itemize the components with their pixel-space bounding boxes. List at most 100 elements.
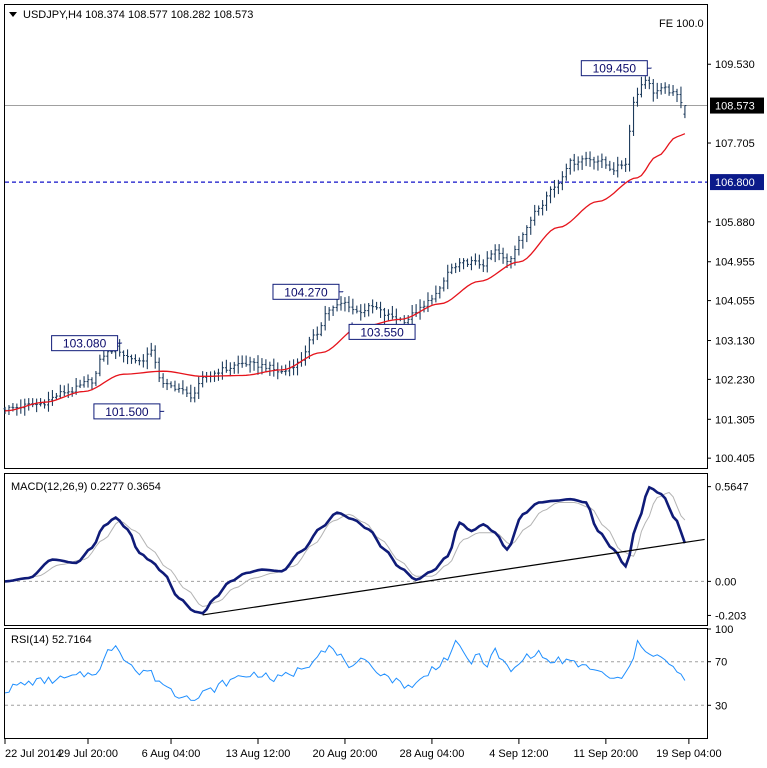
ohlc-bar [173, 380, 177, 392]
ohlc-bar [537, 205, 541, 216]
ohlc-bar [600, 153, 604, 169]
ohlc-bar [331, 305, 335, 316]
annotation-label: 104.270 [284, 285, 328, 299]
ohlc-bar [533, 204, 537, 226]
ohlc-bar [181, 380, 185, 395]
ohlc-bar [185, 386, 189, 397]
ohlc-bar [264, 359, 268, 373]
time-axis-label: 19 Sep 04:00 [656, 748, 721, 760]
ohlc-bar [118, 339, 122, 357]
ohlc-bar [612, 162, 616, 175]
ohlc-bar [311, 329, 315, 345]
ohlc-bar [197, 376, 201, 400]
ohlc-bar [545, 191, 549, 211]
ohlc-bar [169, 381, 173, 389]
ohlc-bar [359, 304, 363, 321]
ohlc-bar [450, 263, 454, 275]
ohlc-bar [632, 96, 636, 136]
time-axis-label: 28 Aug 04:00 [400, 748, 465, 760]
ohlc-bar [556, 179, 560, 195]
price-axis-label: 107.705 [715, 138, 755, 150]
ohlc-bar [675, 88, 679, 103]
ohlc-bar [430, 294, 434, 305]
time-axis-label: 20 Aug 20:00 [313, 748, 378, 760]
price-annotation: 101.500 [93, 403, 165, 420]
ohlc-bar [628, 124, 632, 172]
ohlc-bar [371, 299, 375, 314]
ohlc-bar [347, 296, 351, 313]
ohlc-bar [260, 358, 264, 375]
ohlc-bar [78, 379, 82, 389]
ohlc-bar [220, 361, 224, 380]
ohlc-bar [43, 399, 47, 409]
annotation-box [272, 283, 340, 300]
rsi-axis-label: 100 [715, 624, 733, 636]
macd-layer [4, 485, 707, 616]
time-axis-label: 11 Sep 20:00 [574, 748, 639, 760]
ohlc-bar [161, 373, 165, 388]
ohlc-bar [485, 251, 489, 273]
ohlc-bar [315, 326, 319, 341]
ohlc-bar [564, 163, 568, 181]
price-axis-label: 100.405 [715, 453, 755, 465]
ohlc-bar [517, 235, 521, 256]
ohlc-bar [635, 87, 639, 107]
ohlc-bar [375, 301, 379, 310]
ohlc-bar [501, 247, 505, 264]
ohlc-bar [35, 398, 39, 413]
ohlc-bar [367, 303, 371, 317]
annotation-label: 109.450 [593, 62, 637, 76]
ohlc-bar [580, 155, 584, 170]
ohlc-bar [137, 357, 141, 366]
price-axis-label: 109.530 [715, 59, 755, 71]
price-annotation: 104.270 [272, 283, 344, 300]
time-axis-label: 22 Jul 2014 [5, 748, 62, 760]
ohlc-bar [608, 160, 612, 172]
macd-axis-label: 0.00 [715, 576, 736, 588]
price-axis-tag-label: 108.573 [715, 101, 755, 113]
ohlc-bar [422, 300, 426, 313]
ohlc-bar [525, 225, 529, 243]
ohlc-bar [27, 398, 31, 411]
ohlc-bar [54, 392, 58, 401]
symbol-menu-triangle-icon[interactable] [9, 12, 17, 17]
symbol-ohlc-header: USDJPY,H4 108.374 108.577 108.282 108.57… [23, 9, 253, 21]
ohlc-bar [94, 370, 98, 387]
ohlc-bar [466, 258, 470, 267]
ohlc-bar [307, 336, 311, 360]
ohlc-bar [655, 82, 659, 99]
ohlc-bar [339, 296, 343, 311]
ohlc-bar [521, 232, 525, 249]
annotation-label: 103.080 [63, 337, 107, 351]
ohlc-bar [141, 354, 145, 368]
annotation-label: 103.550 [360, 325, 404, 339]
price-axis-label: 101.305 [715, 414, 755, 426]
ohlc-bar [390, 305, 394, 320]
ohlc-bar [560, 171, 564, 191]
ohlc-bar [477, 254, 481, 269]
ohlc-bar [552, 179, 556, 198]
price-annotation: 103.550 [348, 322, 416, 340]
ohlc-bar [319, 322, 323, 337]
moving-average-line [4, 133, 686, 412]
ohlc-bar [667, 84, 671, 96]
ohlc-bar [529, 216, 533, 235]
ohlc-bar [442, 277, 446, 292]
ohlc-bar [157, 357, 161, 383]
ohlc-bar [671, 85, 675, 96]
ohlc-bar [659, 83, 663, 95]
ohlc-bar [189, 384, 193, 403]
annotation-box [93, 403, 161, 420]
ohlc-bar [568, 158, 572, 175]
ohlc-bar [596, 155, 600, 171]
ohlc-bar [549, 186, 553, 204]
rsi-title: RSI(14) 52.7164 [11, 634, 92, 646]
ohlc-bar [584, 151, 588, 167]
ohlc-bar [58, 384, 62, 399]
ohlc-bar [62, 385, 66, 396]
ohlc-bar [236, 355, 240, 374]
price-axis-label: 102.230 [715, 374, 755, 386]
ohlc-bar [446, 264, 450, 290]
annotation-box [580, 60, 648, 77]
time-axis-label: 4 Sep 12:00 [489, 748, 548, 760]
